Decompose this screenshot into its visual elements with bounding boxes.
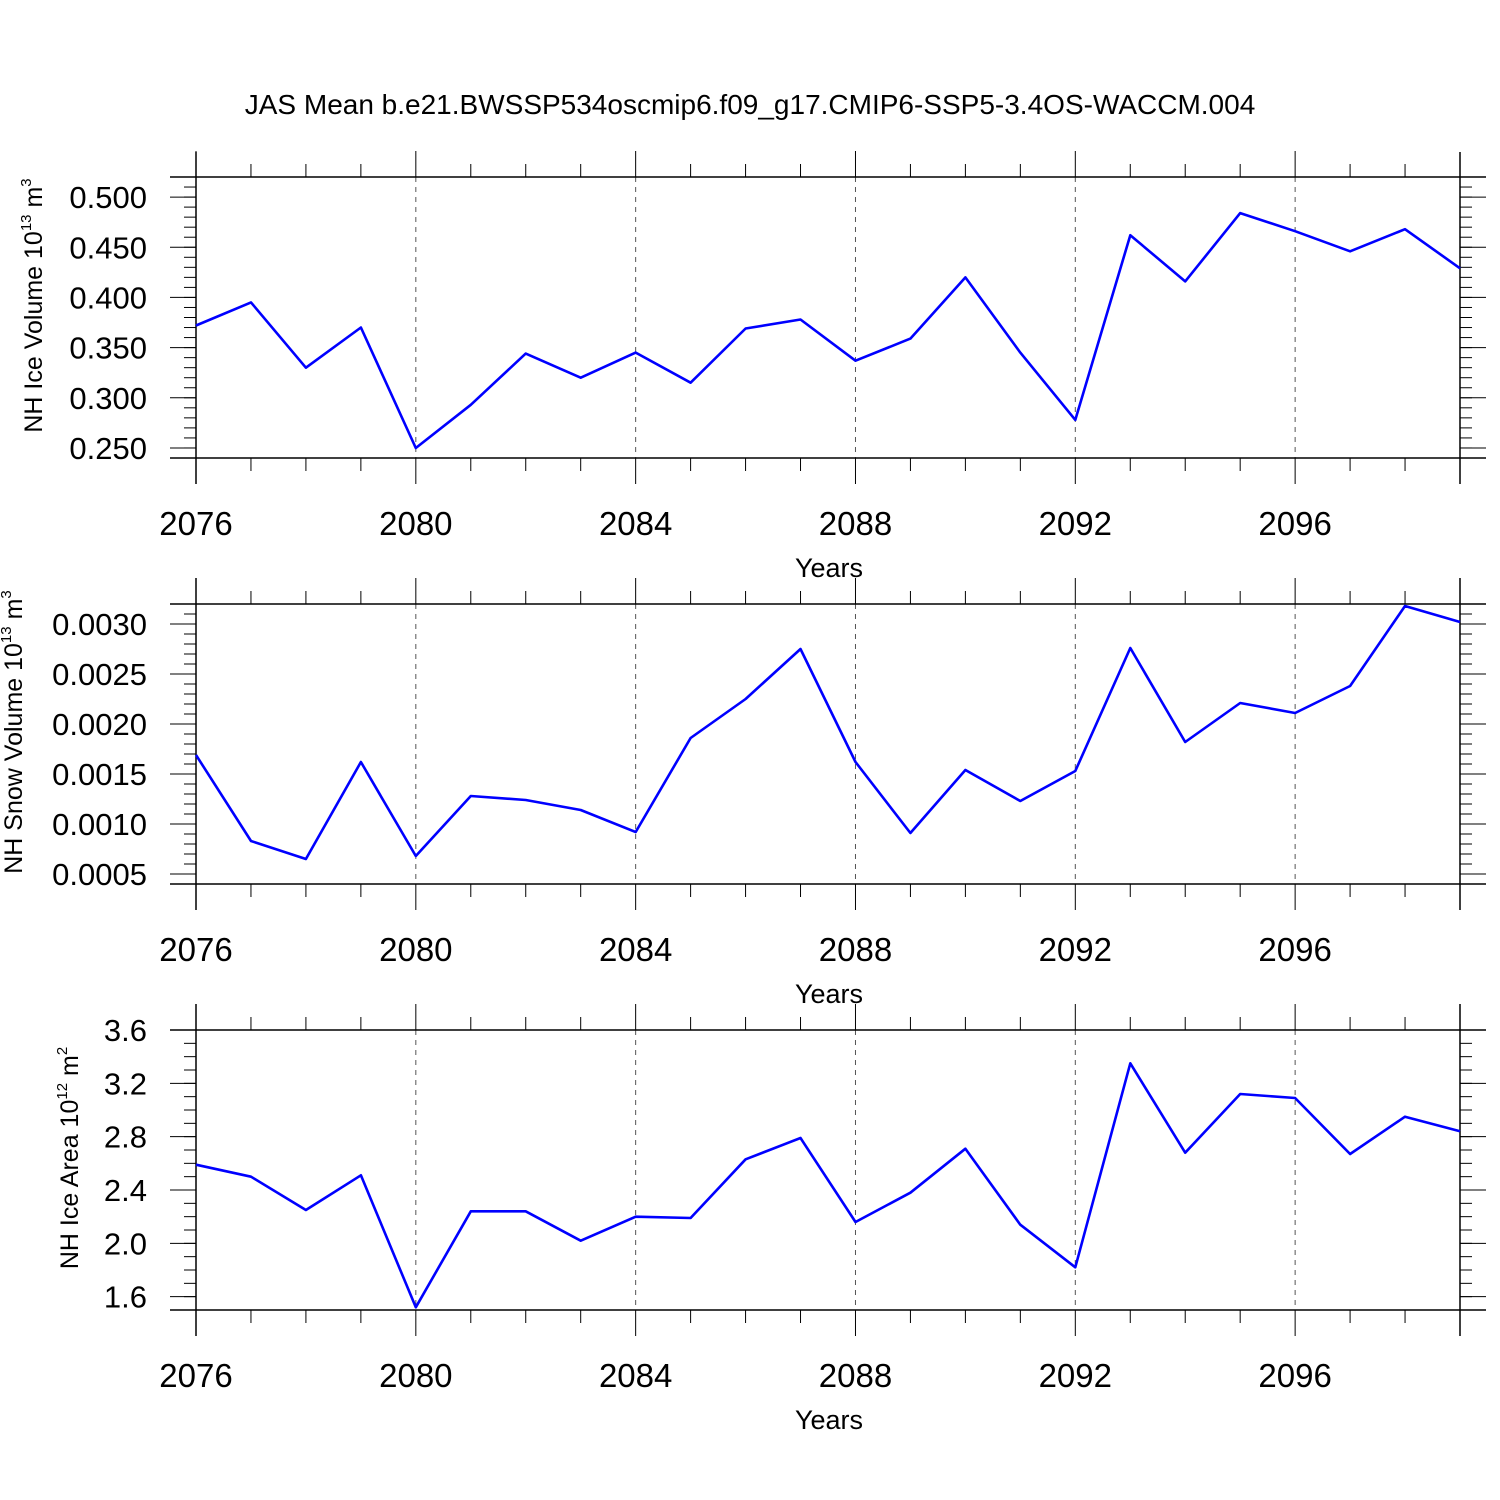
y-tick-label: 0.450 xyxy=(69,230,147,265)
x-tick-label: 2088 xyxy=(819,1357,892,1394)
y-tick-label: 1.6 xyxy=(104,1280,147,1315)
x-tick-label: 2076 xyxy=(159,1357,232,1394)
x-tick-label: 2092 xyxy=(1039,1357,1112,1394)
y-tick-label: 0.350 xyxy=(69,331,147,366)
y-tick-label: 0.250 xyxy=(69,431,147,466)
panel-2: 0.0005 0.0010 0.0015 0.0020 0.0025 0.0030 2076… xyxy=(0,578,1486,1009)
y-tick-label: 2.8 xyxy=(104,1120,147,1155)
panel-1: 0.250 0.300 0.350 0.400 0.450 0.500 2076 2080 20… xyxy=(18,151,1486,583)
x-tick-label: 2088 xyxy=(819,931,892,968)
x-tick-label: 2076 xyxy=(159,505,232,542)
x-tick-label: 2088 xyxy=(819,505,892,542)
x-tick-label: 2080 xyxy=(379,505,452,542)
y-tick-label: 0.0030 xyxy=(52,607,147,642)
series-line xyxy=(194,604,1461,861)
y-tick-label: 0.500 xyxy=(69,180,147,215)
y-axis-label-unit-exponent: 3 xyxy=(18,178,35,186)
y-tick-label: 3.6 xyxy=(104,1013,147,1048)
y-axis-label-text: NH Ice Volume 10 xyxy=(20,231,48,433)
y-tick-label: 0.400 xyxy=(69,280,147,315)
y-tick-label: 2.0 xyxy=(104,1226,147,1261)
x-axis-label: Years xyxy=(795,1405,863,1435)
y-tick-label: 0.0020 xyxy=(52,707,147,742)
y-axis-label-unit: m xyxy=(20,187,48,215)
y-tick-label: 2.4 xyxy=(104,1173,147,1208)
series-line xyxy=(195,1062,1461,1309)
y-axis-label: NH Ice Area 1012 m2 xyxy=(54,1047,84,1269)
x-tick-label: 2096 xyxy=(1258,1357,1331,1394)
x-tick-label: 2080 xyxy=(379,931,452,968)
y-axis-label-text: NH Ice Area 10 xyxy=(56,1100,84,1270)
y-axis-label-exponent: 13 xyxy=(0,626,15,643)
y-axis-label: NH Snow Volume 1013 m3 xyxy=(0,590,28,874)
x-tick-label: 2084 xyxy=(599,505,672,542)
panel-3: 1.6 2.0 2.4 2.8 3.2 3.6 2076 2080 2084 2088 2092 20… xyxy=(54,1004,1486,1435)
y-tick-label: 0.0005 xyxy=(52,857,147,892)
chart-title: JAS Mean b.e21.BWSSP534oscmip6.f09_g17.C… xyxy=(245,89,1256,120)
y-tick-label: 0.0025 xyxy=(52,657,147,692)
y-axis-label-text: NH Snow Volume 10 xyxy=(0,643,28,874)
y-axis-label-unit: m xyxy=(0,599,28,627)
x-tick-label: 2084 xyxy=(599,931,672,968)
x-tick-label: 2076 xyxy=(159,931,232,968)
series-line xyxy=(195,211,1461,450)
y-axis-label-exponent: 13 xyxy=(18,214,35,231)
y-tick-label: 3.2 xyxy=(104,1066,147,1101)
y-axis-label-unit-exponent: 2 xyxy=(54,1047,71,1055)
x-tick-label: 2084 xyxy=(599,1357,672,1394)
y-tick-label: 0.300 xyxy=(69,381,147,416)
y-axis-label-unit: m xyxy=(56,1055,84,1083)
x-axis-label: Years xyxy=(795,553,863,583)
y-axis-label: NH Ice Volume 1013 m3 xyxy=(18,178,48,432)
y-axis-label-unit-exponent: 3 xyxy=(0,590,15,598)
x-tick-label: 2096 xyxy=(1258,505,1331,542)
y-tick-label: 0.0010 xyxy=(52,807,147,842)
y-axis-label-exponent: 12 xyxy=(54,1083,71,1100)
x-tick-label: 2092 xyxy=(1039,931,1112,968)
x-tick-label: 2080 xyxy=(379,1357,452,1394)
y-tick-label: 0.0015 xyxy=(52,757,147,792)
x-axis-label: Years xyxy=(795,979,863,1009)
x-tick-label: 2096 xyxy=(1258,931,1331,968)
x-tick-label: 2092 xyxy=(1039,505,1112,542)
